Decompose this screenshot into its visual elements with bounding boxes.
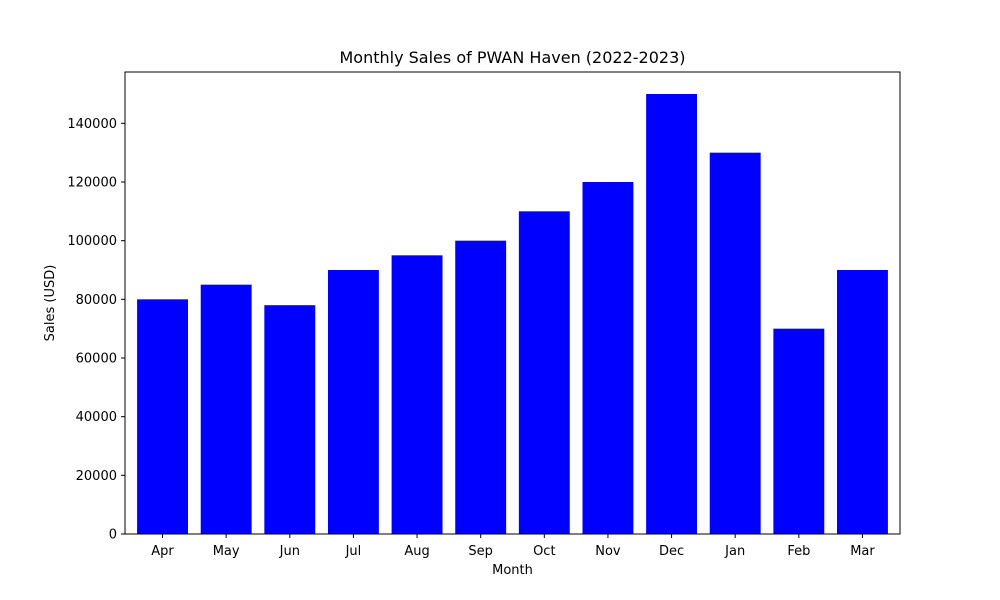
x-tick-label: Feb xyxy=(787,544,810,559)
bar-dec xyxy=(646,94,698,534)
bar-jul xyxy=(327,270,379,534)
y-tick-label: 80000 xyxy=(76,293,117,308)
x-tick-label: Jul xyxy=(345,544,362,559)
bar-mar xyxy=(837,270,888,534)
bar-apr xyxy=(137,299,188,534)
x-tick-label: Dec xyxy=(659,544,684,559)
x-axis-label: Month xyxy=(492,563,533,578)
bars-group xyxy=(137,94,888,535)
y-tick-label: 120000 xyxy=(67,176,117,191)
y-tick-label: 40000 xyxy=(76,410,117,425)
bar-oct xyxy=(518,211,570,535)
x-tick-label: Jan xyxy=(724,544,745,559)
bar-may xyxy=(200,284,252,534)
plot-frame xyxy=(124,71,901,535)
x-tick-label: Aug xyxy=(404,544,429,559)
y-tick-label: 140000 xyxy=(67,117,117,132)
bar-aug xyxy=(391,255,443,535)
bar-jun xyxy=(264,305,316,534)
y-axis-ticks: 0 20000 40000 60000 80000 100000 120000 140000 xyxy=(67,117,125,543)
x-tick-label: Jun xyxy=(279,544,300,559)
x-tick-label: Sep xyxy=(468,544,493,559)
x-tick-label: Oct xyxy=(533,544,555,559)
x-tick-label: May xyxy=(213,544,240,559)
x-tick-label: Nov xyxy=(595,544,621,559)
bar-nov xyxy=(582,182,634,534)
y-tick-label: 60000 xyxy=(76,352,117,367)
y-tick-label: 0 xyxy=(109,528,117,543)
x-tick-label: Mar xyxy=(850,544,875,559)
y-axis-label: Sales (USD) xyxy=(43,265,58,342)
chart-title: Monthly Sales of PWAN Haven (2022-2023) xyxy=(340,48,686,67)
y-tick-label: 20000 xyxy=(76,469,117,484)
x-axis-ticks: Apr May Jun Jul Aug Sep Oct Nov Dec Jan Feb Mar xyxy=(151,534,875,559)
y-tick-label: 100000 xyxy=(67,234,117,249)
bar-jan xyxy=(709,152,761,534)
bar-sep xyxy=(455,240,507,534)
bar-feb xyxy=(773,328,825,534)
x-tick-label: Apr xyxy=(151,544,174,559)
